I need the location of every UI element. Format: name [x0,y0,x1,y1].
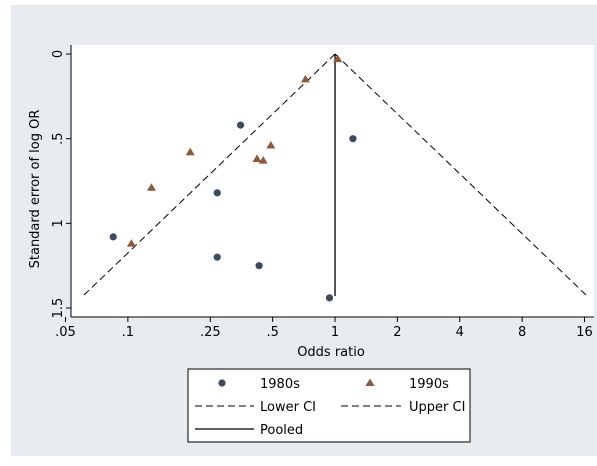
lower-ci-line [82,53,336,297]
x-tick-label: .05 [55,325,76,340]
legend-label-lower-ci: Lower CI [260,400,316,415]
y-tick-label: 1.5 [51,298,66,319]
x-tick-label: .5 [266,325,278,340]
x-axis-label: Odds ratio [297,345,365,360]
legend: 1980s 1990s Lower CI Upper CI Pooled [187,368,471,443]
data-point-1980s [255,262,263,270]
legend-label-1980s: 1980s [260,377,300,392]
data-point-1990s [266,140,276,149]
data-point-1980s [109,233,117,241]
data-point-1980s [325,294,334,302]
data-point-1990s [300,74,310,83]
x-tick-label: 1 [331,325,339,340]
x-tick-label: 16 [576,325,593,340]
y-tick-label: 1 [51,219,66,227]
x-tick-label: .25 [200,325,221,340]
data-point-1990s [252,154,262,162]
x-tick-label: .1 [122,325,134,340]
data-point-1990s [185,147,195,156]
data-point-1980s [213,189,221,197]
data-layer [82,53,588,302]
y-tick-label: 0 [51,50,66,58]
upper-ci-line [334,53,588,297]
x-tick-label: 4 [456,325,464,340]
legend-marker-1980s [218,379,226,387]
x-tick-label: 8 [518,325,526,340]
y-axis-label: Standard error of log OR [28,110,43,269]
x-tick-label: 2 [393,325,401,340]
data-point-1990s [333,54,343,63]
data-point-1980s [213,253,221,261]
data-point-1990s [146,183,156,191]
ticks-layer: .05 .1 .25 .5 1 2 4 8 16 0 .5 1 1.5 [51,50,593,340]
legend-label-upper-ci: Upper CI [409,400,465,415]
legend-label-pooled: Pooled [260,423,303,438]
data-point-1980s [236,121,245,129]
legend-marker-1990s [365,378,375,386]
legend-label-1990s: 1990s [409,377,449,392]
data-point-1990s [126,239,136,247]
data-point-1990s [258,156,268,164]
y-tick-label: .5 [51,132,66,144]
data-point-1980s [349,135,357,143]
plot-area [71,45,594,317]
